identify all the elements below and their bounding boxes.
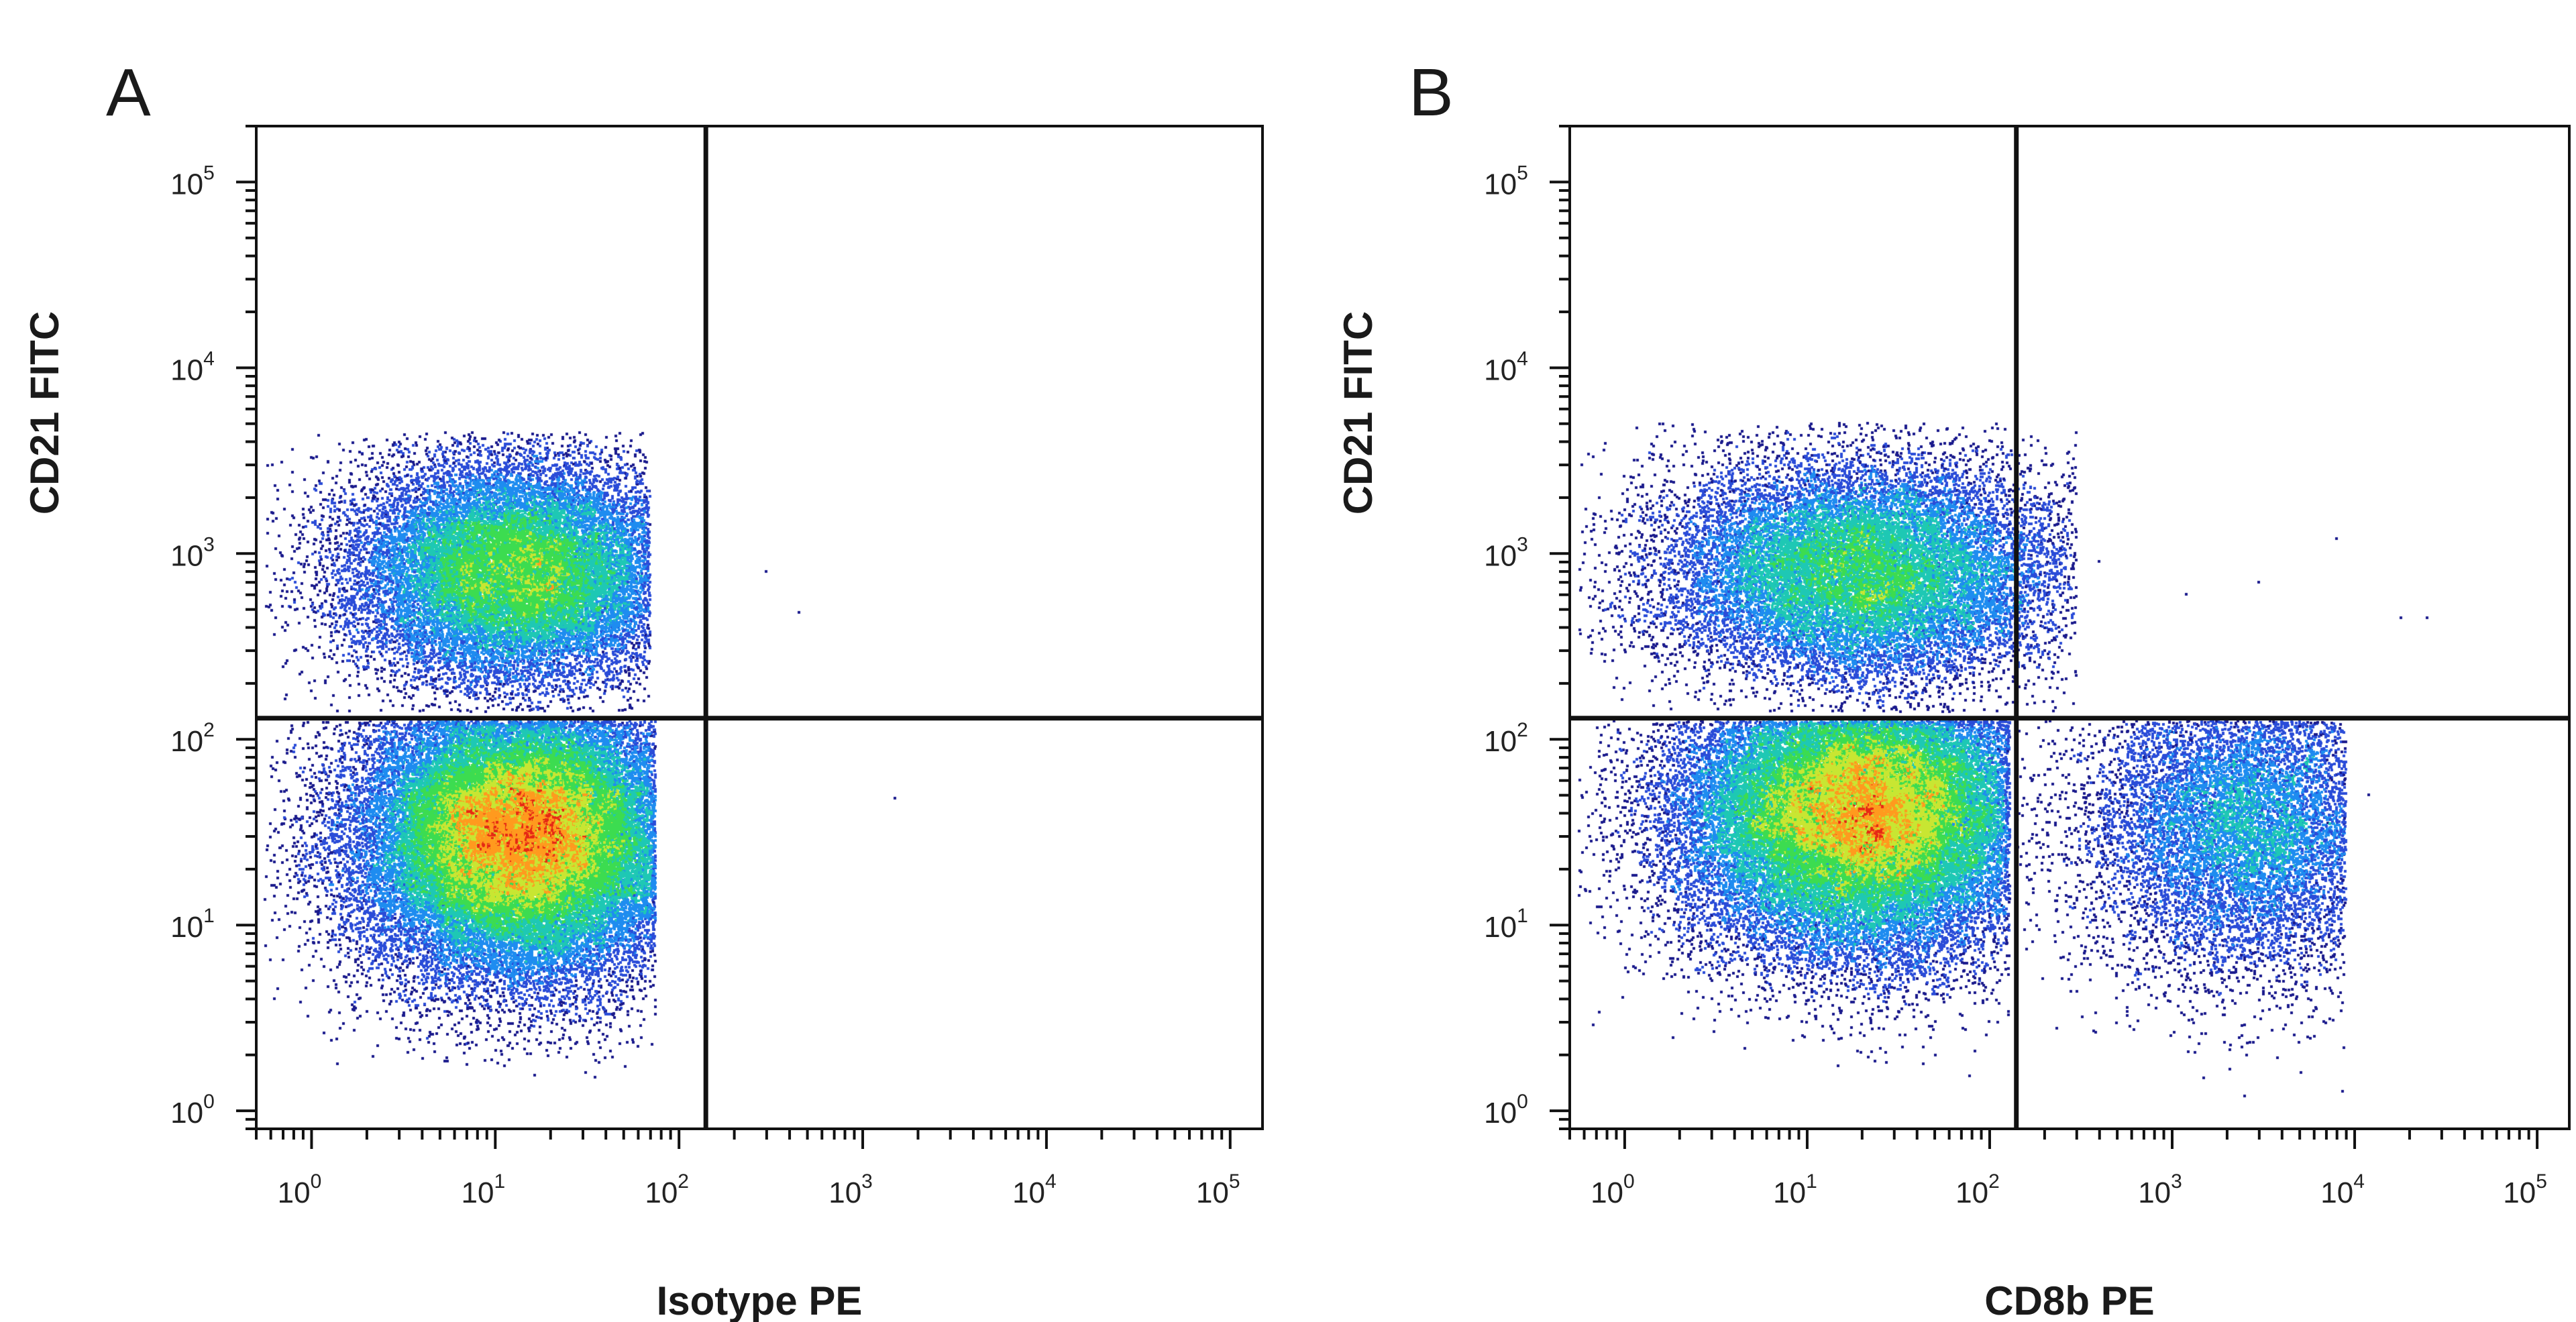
x-axis-label: Isotype PE — [657, 1278, 863, 1322]
x-tick-label: 105 — [2503, 1170, 2547, 1209]
y-tick-label: 105 — [1484, 162, 1528, 201]
y-tick-label: 104 — [170, 347, 215, 386]
x-tick-label: 104 — [2320, 1170, 2365, 1209]
x-tick-label: 105 — [1196, 1170, 1240, 1209]
x-tick-label: 100 — [1591, 1170, 1635, 1209]
y-tick-label: 102 — [1484, 719, 1528, 758]
x-tick-label: 104 — [1012, 1170, 1057, 1209]
y-tick-label: 102 — [170, 719, 215, 758]
y-axis-label: CD21 FITC — [22, 311, 67, 514]
x-minor-ticks — [255, 1129, 1232, 1149]
x-tick-label: 102 — [645, 1170, 689, 1209]
y-tick-label: 100 — [1484, 1091, 1528, 1130]
panel-letter: A — [106, 55, 151, 130]
y-minor-ticks — [1550, 125, 1570, 1130]
panel-a: A 100 101 102 103 104 105 100 101 102 103 104 105 Iso… — [22, 55, 1264, 1322]
x-tick-label: 101 — [1773, 1170, 1817, 1209]
x-tick-label: 100 — [278, 1170, 322, 1209]
y-tick-label: 100 — [170, 1091, 215, 1130]
y-tick-label: 101 — [170, 905, 215, 944]
y-tick-label: 105 — [170, 162, 215, 201]
x-minor-ticks — [1568, 1129, 2539, 1149]
density-scatter — [256, 126, 1263, 1129]
y-axis-label: CD21 FITC — [1336, 311, 1381, 514]
y-tick-label: 104 — [1484, 347, 1528, 386]
y-minor-ticks — [236, 125, 256, 1130]
y-tick-label: 103 — [1484, 533, 1528, 572]
x-tick-label: 102 — [1955, 1170, 2000, 1209]
x-tick-label: 103 — [2138, 1170, 2182, 1209]
x-axis-label: CD8b PE — [1984, 1278, 2154, 1322]
panel-letter: B — [1409, 55, 1454, 130]
density-scatter — [1570, 126, 2569, 1129]
x-tick-label: 101 — [461, 1170, 505, 1209]
y-tick-label: 103 — [170, 533, 215, 572]
panel-b: B 100 101 102 103 104 105 100 101 102 103 104 105 CD8… — [1336, 55, 2571, 1322]
x-tick-label: 103 — [828, 1170, 873, 1209]
y-tick-label: 101 — [1484, 905, 1528, 944]
